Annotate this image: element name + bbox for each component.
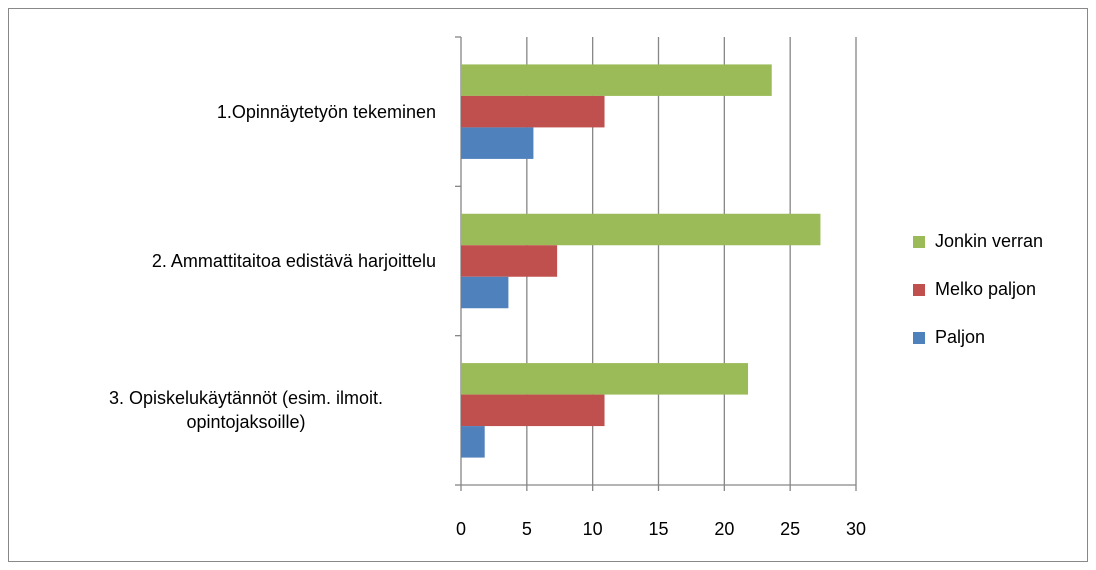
legend-label: Melko paljon (935, 279, 1036, 299)
bar (461, 127, 534, 159)
y-tick-label: 2. Ammattitaitoa edistävä harjoittelu (151, 250, 436, 271)
bar (461, 426, 485, 458)
bar (461, 64, 772, 96)
x-tick-label: 20 (714, 519, 734, 539)
legend-swatch (913, 332, 925, 344)
legend-swatch (913, 284, 925, 296)
bar (461, 95, 605, 128)
bar (461, 394, 605, 427)
bar (461, 213, 821, 246)
x-tick-label: 0 (456, 519, 466, 539)
y-tick-label: 1.Opinnäytetyön tekeminen (216, 101, 436, 122)
x-tick-label: 5 (522, 519, 532, 539)
y-tick-label-box: 3. Opiskelukäytännöt (esim. ilmoit. opin… (36, 336, 436, 485)
legend-swatch (913, 236, 925, 248)
bar (461, 363, 749, 395)
bar (461, 245, 558, 277)
y-tick-label: 3. Opiskelukäytännöt (esim. ilmoit. opin… (108, 388, 384, 433)
x-tick-label: 15 (648, 519, 668, 539)
bar (461, 276, 509, 309)
y-tick-label-box: 1.Opinnäytetyön tekeminen (36, 37, 436, 186)
legend-label: Jonkin verran (935, 231, 1043, 251)
x-tick-label: 10 (583, 519, 603, 539)
legend-label: Paljon (935, 327, 985, 347)
y-tick-label-box: 2. Ammattitaitoa edistävä harjoittelu (36, 186, 436, 335)
x-tick-label: 30 (846, 519, 866, 539)
x-tick-label: 25 (780, 519, 800, 539)
